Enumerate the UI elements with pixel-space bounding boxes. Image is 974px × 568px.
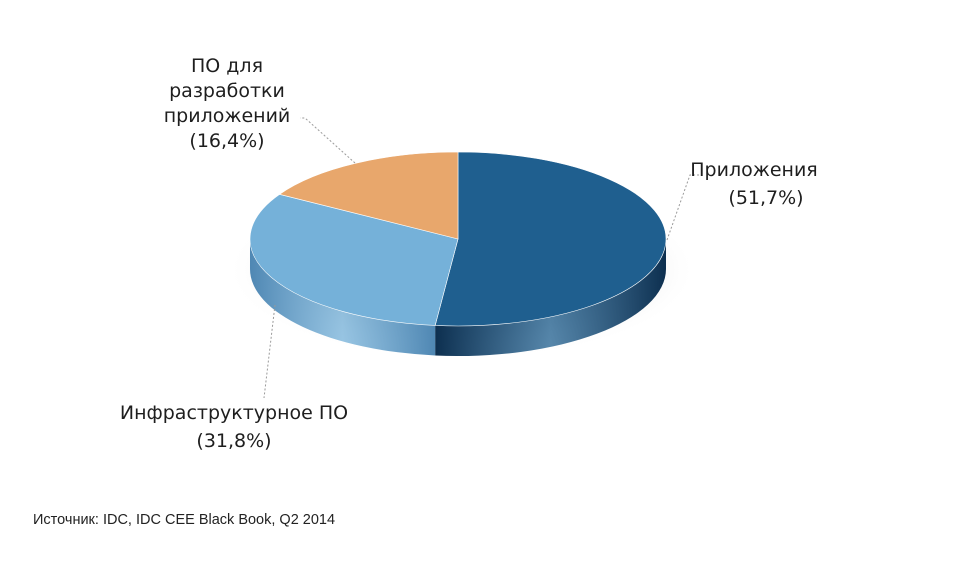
pie-chart: Приложения (51,7%) Инфраструктурное ПО (…	[120, 55, 818, 452]
slice-devtools	[278, 151, 459, 240]
slice-apps	[434, 151, 667, 327]
slice-label-devtools-line1: ПО для	[191, 55, 263, 77]
source-note: Источник: IDC, IDC CEE Black Book, Q2 20…	[33, 512, 336, 528]
slice-label-devtools-line2: разработки	[169, 80, 285, 102]
pie-sides	[250, 239, 666, 356]
slice-value-infra: (31,8%)	[196, 430, 271, 452]
slice-side-apps	[435, 239, 666, 356]
slice-side-infra	[250, 239, 436, 356]
slice-value-apps: (51,7%)	[728, 187, 803, 209]
slice-value-devtools: (16,4%)	[189, 130, 264, 152]
leader-line-apps	[666, 174, 700, 241]
slice-infra	[249, 193, 459, 326]
leader-line-devtools	[300, 117, 356, 164]
pie-tops	[249, 151, 667, 327]
slice-label-infra: Инфраструктурное ПО	[120, 402, 348, 424]
slice-label-apps: Приложения	[690, 159, 817, 181]
slice-label-devtools-line3: приложений	[164, 105, 291, 127]
